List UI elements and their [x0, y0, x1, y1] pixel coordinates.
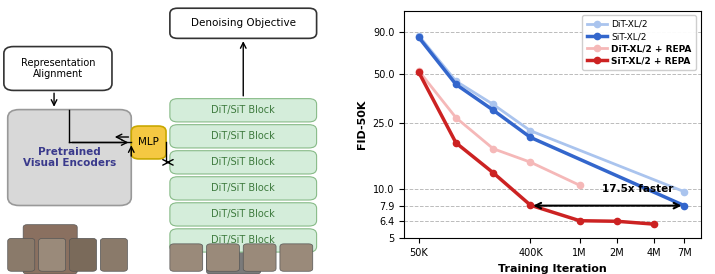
Text: Denoising Objective: Denoising Objective	[191, 18, 296, 28]
FancyBboxPatch shape	[39, 238, 66, 271]
Text: DiT/SiT Block: DiT/SiT Block	[212, 183, 275, 193]
Text: DiT/SiT Block: DiT/SiT Block	[212, 157, 275, 167]
SiT-XL/2	[680, 204, 689, 207]
DiT-XL/2	[526, 129, 535, 132]
FancyBboxPatch shape	[23, 225, 77, 274]
FancyBboxPatch shape	[8, 110, 132, 206]
DiT-XL/2 + REPA	[576, 184, 584, 187]
SiT-XL/2 + REPA	[613, 220, 621, 223]
SiT-XL/2 + REPA	[650, 222, 659, 226]
FancyBboxPatch shape	[170, 244, 203, 271]
SiT-XL/2	[526, 136, 535, 139]
SiT-XL/2 + REPA	[415, 70, 423, 74]
DiT-XL/2	[489, 103, 498, 106]
SiT-XL/2 + REPA	[576, 219, 584, 222]
FancyBboxPatch shape	[8, 238, 35, 271]
Y-axis label: FID-50K: FID-50K	[357, 100, 367, 149]
Text: DiT/SiT Block: DiT/SiT Block	[212, 209, 275, 219]
FancyBboxPatch shape	[207, 244, 240, 271]
SiT-XL/2 + REPA	[526, 204, 535, 207]
Line: SiT-XL/2: SiT-XL/2	[415, 34, 687, 209]
Text: DiT/SiT Block: DiT/SiT Block	[212, 131, 275, 141]
SiT-XL/2 + REPA	[452, 141, 460, 144]
DiT-XL/2 + REPA	[452, 116, 460, 119]
Line: DiT-XL/2 + REPA: DiT-XL/2 + REPA	[415, 68, 583, 189]
FancyBboxPatch shape	[170, 151, 317, 174]
DiT-XL/2 + REPA	[489, 147, 498, 150]
FancyBboxPatch shape	[243, 244, 276, 271]
Line: DiT-XL/2: DiT-XL/2	[415, 33, 687, 195]
FancyBboxPatch shape	[170, 125, 317, 148]
Text: DiT/SiT Block: DiT/SiT Block	[212, 235, 275, 246]
SiT-XL/2	[489, 109, 498, 112]
FancyBboxPatch shape	[207, 238, 260, 274]
DiT-XL/2	[452, 79, 460, 83]
FancyBboxPatch shape	[69, 238, 97, 271]
Line: SiT-XL/2 + REPA: SiT-XL/2 + REPA	[415, 69, 657, 227]
DiT-XL/2	[680, 190, 689, 193]
SiT-XL/2	[415, 36, 423, 39]
Text: Representation
Alignment: Representation Alignment	[21, 58, 95, 79]
FancyBboxPatch shape	[170, 177, 317, 200]
FancyBboxPatch shape	[170, 229, 317, 252]
X-axis label: Training Iteration: Training Iteration	[498, 264, 607, 274]
DiT-XL/2 + REPA	[526, 161, 535, 164]
FancyBboxPatch shape	[170, 99, 317, 122]
FancyBboxPatch shape	[170, 203, 317, 226]
FancyBboxPatch shape	[170, 8, 317, 38]
Text: DiT/SiT Block: DiT/SiT Block	[212, 105, 275, 115]
SiT-XL/2 + REPA	[489, 171, 498, 175]
Text: Pretrained
Visual Encoders: Pretrained Visual Encoders	[23, 147, 116, 168]
Text: MLP: MLP	[138, 138, 159, 147]
SiT-XL/2	[452, 83, 460, 86]
Legend: DiT-XL/2, SiT-XL/2, DiT-XL/2 + REPA, SiT-XL/2 + REPA: DiT-XL/2, SiT-XL/2, DiT-XL/2 + REPA, SiT…	[583, 15, 696, 70]
FancyBboxPatch shape	[4, 47, 112, 90]
FancyBboxPatch shape	[280, 244, 312, 271]
Text: 17.5x faster: 17.5x faster	[601, 184, 673, 195]
FancyBboxPatch shape	[132, 126, 166, 159]
DiT-XL/2 + REPA	[415, 69, 423, 72]
DiT-XL/2	[415, 34, 423, 37]
FancyBboxPatch shape	[100, 238, 127, 271]
